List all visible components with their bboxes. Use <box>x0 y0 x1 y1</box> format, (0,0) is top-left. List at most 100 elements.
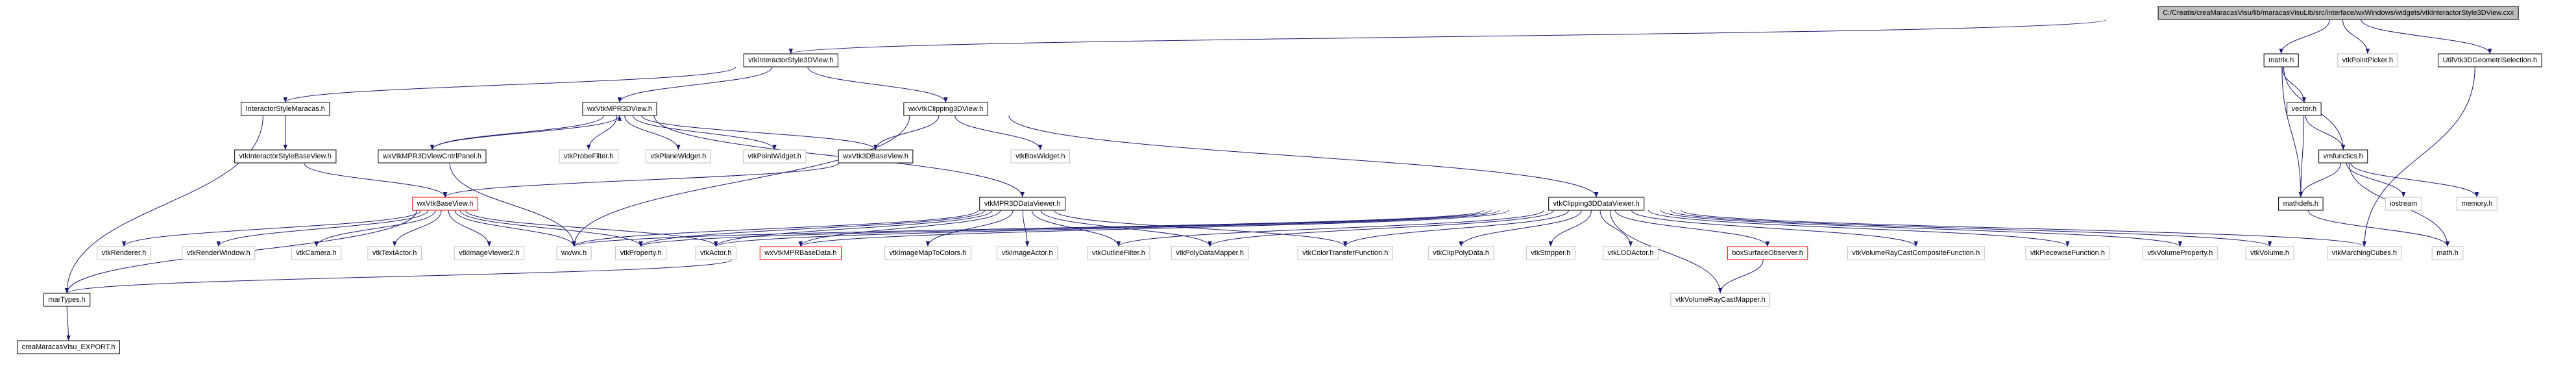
node-label: matrix.h <box>2268 56 2294 64</box>
edge <box>954 115 1043 151</box>
node-box <box>1548 197 1645 211</box>
edge <box>1548 210 1592 247</box>
edge <box>2279 19 2330 55</box>
edge <box>2298 162 2341 198</box>
node-label: vtkProperty.h <box>620 249 662 257</box>
node-box <box>2157 6 2519 20</box>
node-label: vtkVolume.h <box>2250 249 2289 257</box>
node-box <box>2385 197 2422 211</box>
node-label: vtkPlaneWidget.h <box>651 152 707 160</box>
node-box <box>556 246 592 260</box>
edge <box>65 259 733 294</box>
node-box <box>97 246 151 260</box>
node-label: vtkRenderer.h <box>102 249 146 257</box>
node-label: C:/Creatis/creaMaracasVisu/lib/maracasVi… <box>2163 9 2514 17</box>
node-box <box>838 149 914 164</box>
edge <box>2281 66 2303 198</box>
node-box <box>454 246 525 260</box>
edge <box>925 210 1014 247</box>
node-label: vmfunctics.h <box>2324 152 2363 160</box>
edge <box>392 210 442 247</box>
edge <box>448 210 492 247</box>
node-box <box>1428 246 1494 260</box>
node-label: vtkVolumeRayCastCompositeFunction.h <box>1852 249 1980 257</box>
edge <box>304 162 448 198</box>
edge <box>2305 115 2346 151</box>
node-label: boxSurfaceObserver.h <box>1732 249 1803 257</box>
node-box <box>367 246 422 260</box>
node-label: iostream <box>2390 200 2417 208</box>
node-label: vtkImageMapToColors.h <box>890 249 967 257</box>
node-box <box>2431 246 2464 260</box>
node-box <box>378 149 487 164</box>
edge <box>443 162 839 198</box>
node-box <box>1670 293 1771 307</box>
edge <box>714 210 1500 247</box>
edge <box>430 115 604 151</box>
edge <box>2298 115 2305 198</box>
edge <box>431 115 622 151</box>
node-box <box>759 246 842 260</box>
edge <box>66 306 71 341</box>
node-box <box>241 102 330 116</box>
edge <box>2350 162 2479 198</box>
edge <box>1008 115 1599 198</box>
node-label: wxVtkMPR3DView.h <box>587 105 652 113</box>
node-label: vtkVolumeProperty.h <box>2148 249 2213 257</box>
node-label: wxVtkClipping3DView.h <box>908 105 983 113</box>
node-label: creaMaracasVisu_EXPORT.h <box>22 343 115 351</box>
edge <box>2346 162 2406 198</box>
edge <box>807 66 948 103</box>
edge <box>1631 210 1918 247</box>
edge <box>641 115 878 151</box>
edge <box>1609 210 1723 294</box>
edge <box>121 210 422 247</box>
node-box <box>182 246 256 260</box>
node-box <box>1727 246 1808 260</box>
node-label: vtkProbeFilter.h <box>564 152 613 160</box>
node-label: vtkPointWidget.h <box>747 152 801 160</box>
node-box <box>2245 246 2294 260</box>
edge <box>1660 210 2182 247</box>
node-label: vector.h <box>2292 105 2317 113</box>
edge <box>1040 210 1212 247</box>
edge <box>64 115 263 294</box>
node-box <box>2456 197 2497 211</box>
edge <box>572 210 978 247</box>
edge <box>587 115 618 151</box>
node-label: wxVtk3DBaseView.h <box>842 152 908 160</box>
node-box <box>2143 246 2218 260</box>
node-label: wx/wx.h <box>561 249 587 257</box>
edge <box>572 210 1484 247</box>
node-label: UtilVtk3DGeometriSelection.h <box>2443 56 2538 64</box>
edge <box>873 115 940 151</box>
node-box <box>1297 246 1393 260</box>
edge <box>1459 210 1582 247</box>
edge <box>617 66 773 103</box>
node-label: InteractorStyleMaracas.h <box>246 105 325 113</box>
node-box <box>979 197 1066 211</box>
node-label: vtkActor.h <box>700 249 731 257</box>
edge <box>283 66 736 103</box>
node-box <box>559 149 618 164</box>
edge <box>798 210 1509 247</box>
edge <box>459 210 643 247</box>
node-box <box>997 246 1058 260</box>
edge <box>624 115 681 151</box>
node-box <box>1087 246 1150 260</box>
node-label: vtkRenderWindow.h <box>187 249 250 257</box>
edge <box>454 210 576 247</box>
node-label: vtkTextActor.h <box>372 249 417 257</box>
edge <box>572 115 910 247</box>
node-box <box>695 246 736 260</box>
node-label: wxVtkMPR3DViewCntrlPanel.h <box>382 152 481 160</box>
node-label: wxVtkBaseView.h <box>417 200 474 208</box>
edge <box>1599 210 1633 247</box>
edge <box>798 210 1001 247</box>
edge <box>1116 210 1544 247</box>
node-label: vtkInteractorStyleBaseView.h <box>239 152 332 160</box>
node-box <box>234 149 337 164</box>
node-label: vtkStripper.h <box>1531 249 1570 257</box>
edge <box>2362 66 2475 247</box>
